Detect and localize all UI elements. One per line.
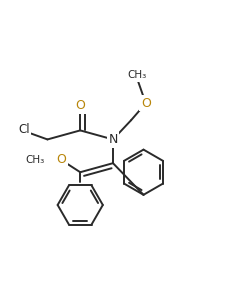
Text: O: O (140, 97, 150, 110)
Text: Cl: Cl (18, 123, 29, 136)
Text: O: O (75, 99, 85, 112)
Text: N: N (108, 133, 117, 146)
Text: O: O (56, 153, 66, 166)
Text: CH₃: CH₃ (126, 70, 146, 80)
Text: CH₃: CH₃ (25, 155, 45, 165)
